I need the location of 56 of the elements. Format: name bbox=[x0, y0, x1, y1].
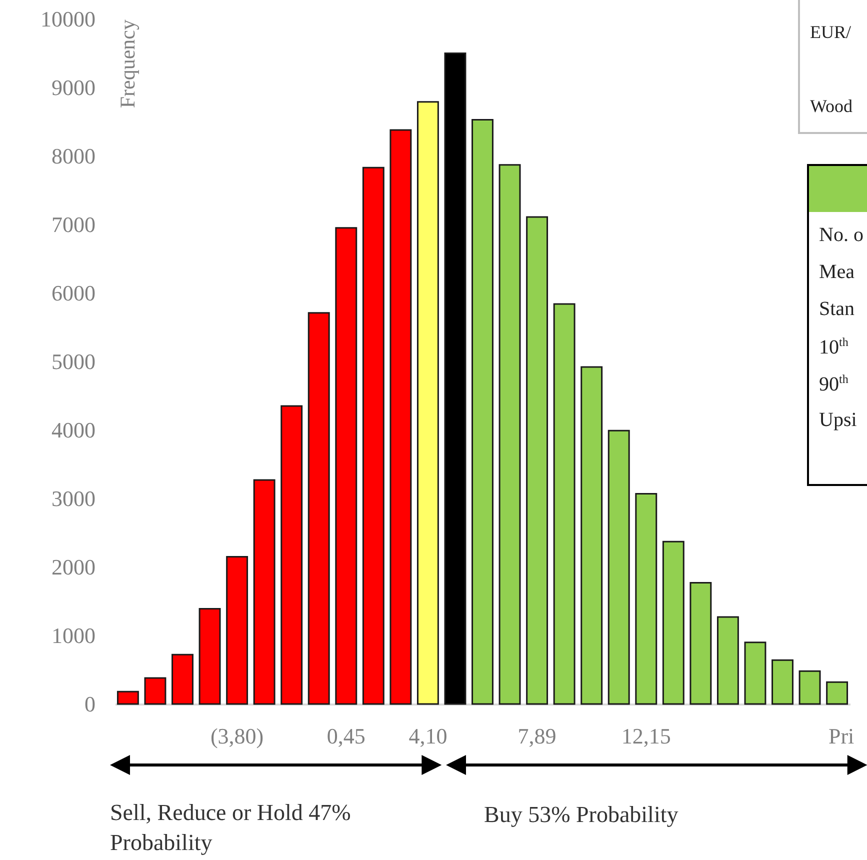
bar bbox=[798, 670, 821, 705]
bar bbox=[635, 492, 658, 705]
bar bbox=[172, 654, 194, 705]
bar bbox=[198, 608, 221, 705]
y-axis-title: Frequency bbox=[116, 19, 140, 108]
bar bbox=[226, 556, 248, 705]
bar bbox=[662, 540, 684, 705]
bar bbox=[526, 216, 548, 705]
x-tick-label: 4,10 bbox=[408, 724, 448, 748]
annotation: No. o bbox=[819, 224, 864, 247]
y-tick-label: 1000 bbox=[52, 623, 96, 648]
bar bbox=[416, 101, 439, 705]
y-tick-label: 3000 bbox=[52, 486, 96, 511]
x-tick-label: 12,15 bbox=[621, 724, 671, 748]
bar bbox=[690, 582, 712, 705]
annotation: Upsi bbox=[819, 409, 857, 432]
table-panel: EUR/ Wood bbox=[798, 0, 867, 134]
bar bbox=[716, 616, 739, 705]
annotation: 90$^{th}$ bbox=[819, 372, 848, 397]
bar bbox=[335, 227, 358, 705]
bar bbox=[308, 312, 330, 705]
annotation: Stan bbox=[819, 298, 855, 321]
bar bbox=[116, 690, 139, 705]
x-tick-label: 0,45 bbox=[326, 724, 366, 748]
y-tick-label: 8000 bbox=[52, 144, 96, 168]
bar bbox=[390, 129, 412, 705]
y-tick-label: 4000 bbox=[52, 418, 96, 442]
x-tick-label: (3,80) bbox=[210, 724, 264, 748]
bar bbox=[744, 642, 766, 705]
bar bbox=[553, 303, 576, 705]
annotation: 10$^{th}$ bbox=[819, 335, 848, 360]
y-tick-label: 0 bbox=[84, 692, 96, 716]
y-tick-label: 10000 bbox=[40, 6, 96, 32]
bar bbox=[472, 118, 494, 705]
bar bbox=[253, 479, 276, 705]
y-tick-label: 7000 bbox=[52, 212, 96, 237]
y-tick-label: 2000 bbox=[52, 554, 96, 580]
y-tick-label: 9000 bbox=[52, 75, 96, 100]
bar bbox=[772, 659, 794, 705]
bar bbox=[444, 52, 466, 705]
y-tick-label: 6000 bbox=[52, 280, 96, 306]
annotation: Mea bbox=[819, 261, 855, 284]
annotation: Wood bbox=[810, 96, 853, 117]
bar bbox=[144, 677, 166, 705]
bar bbox=[580, 366, 603, 705]
y-tick-label: 5000 bbox=[52, 349, 96, 374]
bar bbox=[362, 166, 384, 705]
annotation: EUR/ bbox=[810, 22, 852, 43]
bar bbox=[826, 681, 848, 705]
bar bbox=[280, 405, 303, 705]
bar bbox=[608, 430, 630, 705]
x-tick-label: 7,89 bbox=[518, 724, 556, 748]
x-axis-title: Pri bbox=[828, 724, 854, 748]
text: Buy 53% Probability bbox=[484, 801, 678, 829]
bar bbox=[498, 164, 521, 705]
text: Sell, Reduce or Hold 47% Probability bbox=[110, 799, 352, 857]
